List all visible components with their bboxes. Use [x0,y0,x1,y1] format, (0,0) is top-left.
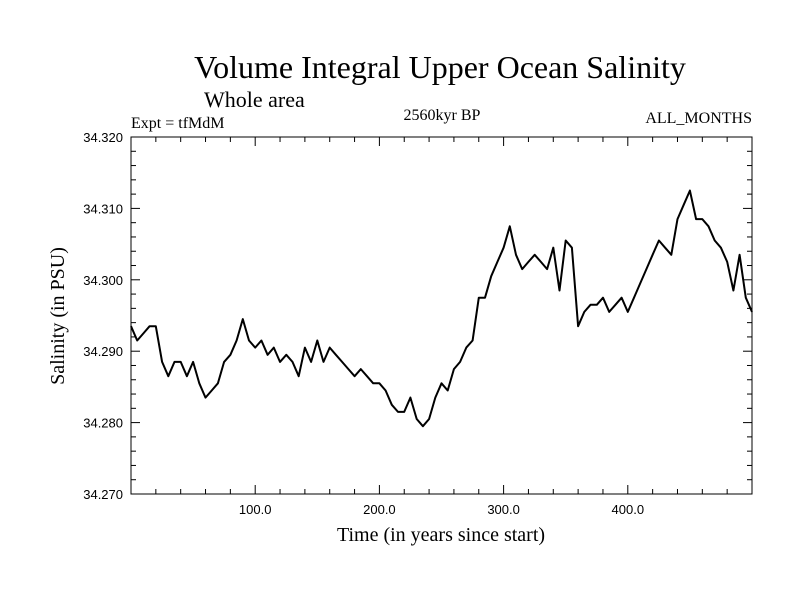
y-tick-label: 34.290 [83,344,123,359]
y-tick-label: 34.300 [83,273,123,288]
x-tick-label: 300.0 [487,502,520,517]
x-axis-label: Time (in years since start) [337,524,545,546]
chart-subtitle: Whole area [204,87,305,112]
x-tick-label: 400.0 [612,502,645,517]
y-tick-label: 34.320 [83,130,123,145]
months-label: ALL_MONTHS [645,110,752,127]
y-axis-label: Salinity (in PSU) [47,247,69,385]
period-label: 2560kyr BP [404,107,481,124]
y-tick-label: 34.280 [83,416,123,431]
salinity-line [130,189,753,428]
x-axis-ticks: 100.0 200.0 300.0 400.0 [155,137,728,517]
chart-title: Volume Integral Upper Ocean Salinity [194,49,686,85]
experiment-label: Expt = tfMdM [131,115,224,132]
x-tick-label: 100.0 [239,502,272,517]
y-tick-label: 34.270 [83,487,123,502]
plot-frame [130,136,753,495]
y-axis-ticks: 34.270 34.280 34.290 34.300 34.310 34.320 [83,130,752,502]
x-tick-label: 200.0 [363,502,396,517]
y-tick-label: 34.310 [83,201,123,216]
